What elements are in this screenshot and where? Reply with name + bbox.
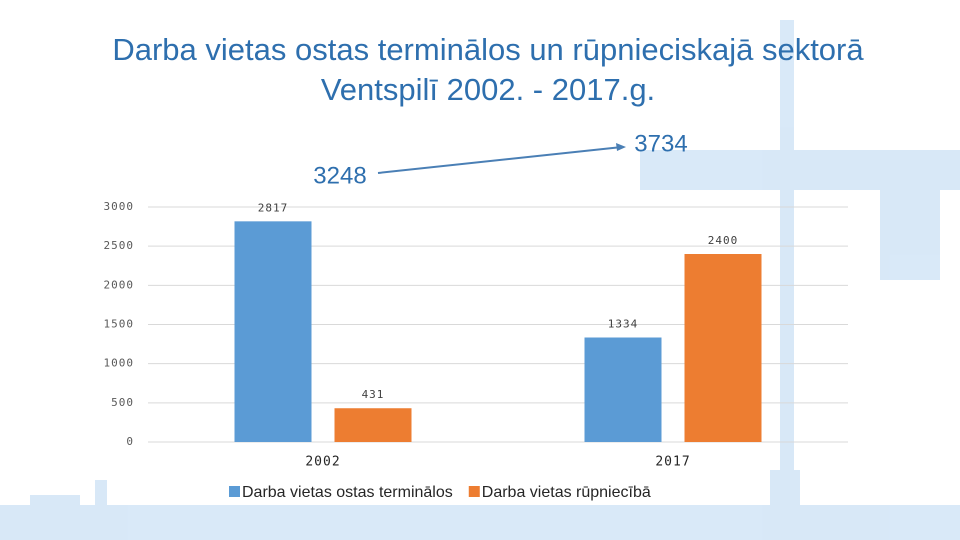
crane-tower xyxy=(780,20,794,500)
data-label: 1334 xyxy=(608,318,639,331)
legend-label: Darba vietas ostas terminālos xyxy=(242,484,453,501)
y-tick-label: 2000 xyxy=(104,278,135,291)
y-tick-label: 1500 xyxy=(104,318,135,331)
y-tick-label: 3000 xyxy=(104,200,135,213)
annotation-arrow xyxy=(377,146,623,174)
data-label: 431 xyxy=(362,388,385,401)
bar xyxy=(584,337,662,442)
y-tick-label: 2500 xyxy=(104,239,135,252)
bar xyxy=(334,408,412,442)
ship xyxy=(30,495,80,510)
lighthouse xyxy=(95,480,107,510)
annotation: 3734 xyxy=(634,130,687,157)
y-tick-label: 0 xyxy=(126,435,134,448)
x-tick-label: 2002 xyxy=(305,455,340,470)
annotation: 3248 xyxy=(313,162,366,189)
legend-swatch xyxy=(468,486,480,497)
chart-title: Darba vietas ostas terminālos un rūpniec… xyxy=(112,32,864,107)
building xyxy=(770,470,800,510)
x-tick-label: 2017 xyxy=(655,455,690,470)
background-decoration xyxy=(0,20,960,540)
legend-swatch xyxy=(229,486,240,497)
y-tick-label: 1000 xyxy=(104,357,135,370)
arrow-head xyxy=(616,143,626,151)
harbor-skyline xyxy=(0,505,960,540)
bar xyxy=(234,221,312,442)
legend-label: Darba vietas rūpniecībā xyxy=(482,484,651,501)
data-label: 2817 xyxy=(258,201,289,214)
data-label: 2400 xyxy=(708,234,739,247)
y-tick-label: 500 xyxy=(111,396,134,409)
bar xyxy=(684,254,762,442)
crane-cabin xyxy=(880,180,940,280)
